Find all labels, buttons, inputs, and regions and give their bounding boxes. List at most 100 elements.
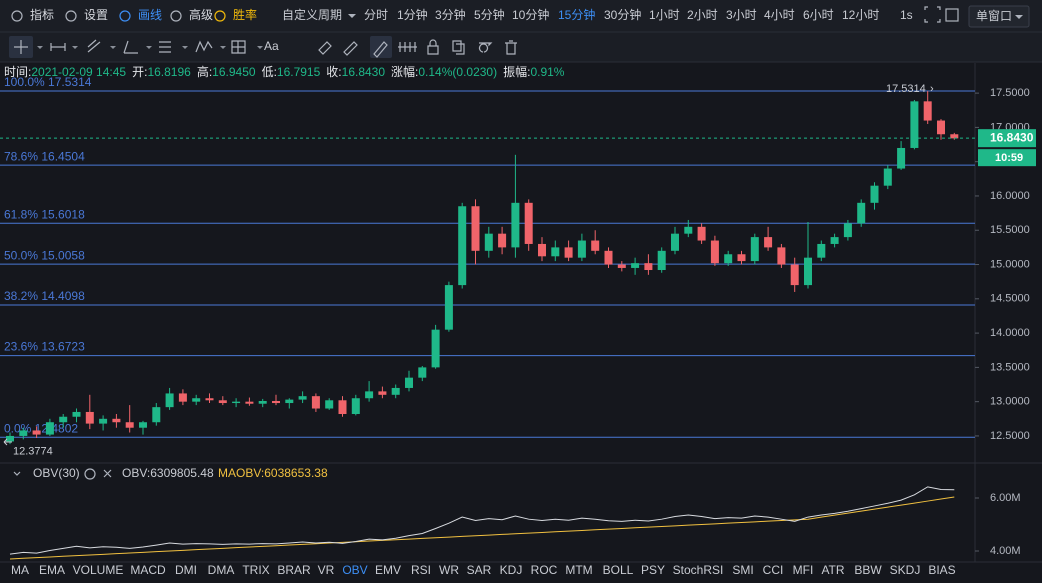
angle-icon[interactable] (123, 40, 138, 54)
eraser-icon[interactable] (318, 41, 332, 55)
tool-icon[interactable] (11, 10, 23, 22)
fib-icon[interactable] (159, 41, 171, 53)
period-button[interactable]: 10分钟 (512, 7, 549, 22)
info-value: 16.8196 (147, 65, 191, 79)
settings-icon[interactable] (84, 468, 96, 480)
maobv-line (9, 496, 955, 560)
grid-icon[interactable] (231, 40, 246, 54)
dropdown-arrow (110, 46, 116, 49)
collapse-icon[interactable] (13, 471, 21, 476)
candle-body (857, 202, 866, 224)
indicator-tab[interactable]: VR (318, 563, 335, 577)
drawing-toolbar (0, 32, 1042, 62)
candle-body (830, 237, 839, 244)
last-price-tag (978, 129, 1036, 148)
indicator-tab[interactable]: EMA (39, 563, 65, 577)
period-button[interactable]: 1小时 (649, 8, 680, 22)
tool-icon[interactable] (170, 10, 182, 22)
tool-button[interactable]: 高级 (189, 7, 213, 22)
indicator-tab[interactable]: StochRSI (673, 563, 724, 577)
period-button[interactable]: 4小时 (764, 8, 795, 22)
lock-icon[interactable] (427, 39, 439, 55)
indicator-tab[interactable]: PSY (641, 563, 665, 577)
indicator-tab[interactable]: DMA (208, 563, 235, 577)
candle-body (72, 411, 81, 417)
indicator-tab[interactable]: SMI (732, 563, 753, 577)
period-button[interactable]: 30分钟 (604, 7, 641, 22)
candle-body (631, 263, 640, 268)
indicator-tab[interactable]: SKDJ (890, 563, 921, 577)
indicator-tab[interactable]: MA (11, 563, 29, 577)
indicator-tab[interactable]: KDJ (500, 563, 523, 577)
fullscreen-icon[interactable] (924, 6, 941, 23)
indicator-tab[interactable]: RSI (411, 563, 431, 577)
indicator-tab[interactable]: BOLL (603, 563, 634, 577)
indicator-tab[interactable]: BRAR (277, 563, 311, 577)
period-button[interactable]: 分时 (364, 8, 388, 22)
tool-icon[interactable] (214, 10, 226, 22)
info-key: 低: (262, 65, 277, 79)
fib-label: 0.0% 12.4802 (4, 421, 78, 435)
copy-icon[interactable] (452, 40, 465, 55)
pen-icon[interactable] (373, 41, 388, 58)
indicator-tab[interactable]: BBW (854, 563, 882, 577)
candle-body (85, 411, 94, 424)
indicator-tab[interactable]: CCI (763, 563, 784, 577)
indicator-tab[interactable]: MTM (565, 563, 592, 577)
candle-body (604, 250, 613, 265)
candle-body (910, 101, 919, 148)
candle-body (378, 391, 387, 395)
indicator-tab[interactable]: TRIX (242, 563, 269, 577)
indicator-tab[interactable]: MACD (130, 563, 166, 577)
fib-label: 78.6% 16.4504 (4, 149, 85, 163)
indicator-tab[interactable]: OBV (342, 563, 367, 577)
indicator-tab[interactable]: MFI (793, 563, 814, 577)
indicator-tab[interactable]: EMV (375, 563, 401, 577)
text-tool[interactable]: Aa (264, 39, 279, 53)
obv-value: OBV:6309805.48 (122, 466, 214, 480)
period-button[interactable]: 6小时 (803, 8, 834, 22)
window-select[interactable] (968, 5, 1030, 28)
countdown-label: 10:59 (995, 152, 1023, 164)
window-label[interactable]: 单窗口 (976, 9, 1012, 23)
trend-icon[interactable] (87, 39, 101, 53)
period-button[interactable]: 3小时 (726, 8, 757, 22)
custom-period[interactable]: 自定义周期 (282, 7, 342, 22)
info-key: 收: (326, 65, 341, 79)
candle-body (444, 285, 453, 330)
delete-icon[interactable] (505, 40, 517, 55)
tool-icon[interactable] (65, 10, 77, 22)
wave-icon[interactable] (195, 40, 213, 53)
period-button[interactable]: 2小时 (687, 8, 718, 22)
crosshair-icon[interactable] (14, 40, 28, 54)
candle-body (285, 399, 294, 404)
period-button[interactable]: 5分钟 (474, 7, 505, 22)
indicator-tab[interactable]: ATR (821, 563, 844, 577)
indicator-tab[interactable]: SAR (467, 563, 492, 577)
indicator-tab[interactable]: WR (439, 563, 459, 577)
tool-button[interactable]: 画线 (138, 8, 162, 22)
candle-body (551, 247, 560, 257)
indicator-tab[interactable]: VOLUME (73, 563, 124, 577)
tool-button[interactable]: 胜率 (233, 7, 257, 22)
screenshot-icon[interactable] (945, 8, 959, 22)
ruler-icon[interactable] (343, 41, 358, 56)
indicator-tab[interactable]: BIAS (928, 563, 955, 577)
tool-icon[interactable] (119, 10, 131, 22)
period-button[interactable]: 15分钟 (558, 7, 595, 22)
candle-body (498, 233, 507, 248)
hide-icon[interactable] (478, 42, 493, 53)
low-arrow (3, 438, 12, 446)
indicator-tab[interactable]: ROC (531, 563, 558, 577)
period-button[interactable]: 1分钟 (397, 7, 428, 22)
close-icon[interactable] (103, 469, 112, 478)
tool-button[interactable]: 设置 (84, 8, 108, 22)
magnet-icon[interactable] (398, 42, 417, 52)
hline-icon[interactable] (50, 43, 66, 51)
candle-body (484, 233, 493, 251)
period-button[interactable]: 12小时 (842, 8, 879, 22)
period-button[interactable]: 3分钟 (435, 7, 466, 22)
tool-button[interactable]: 指标 (30, 7, 54, 22)
indicator-tab[interactable]: DMI (175, 563, 197, 577)
second-button[interactable]: 1s (900, 8, 913, 22)
